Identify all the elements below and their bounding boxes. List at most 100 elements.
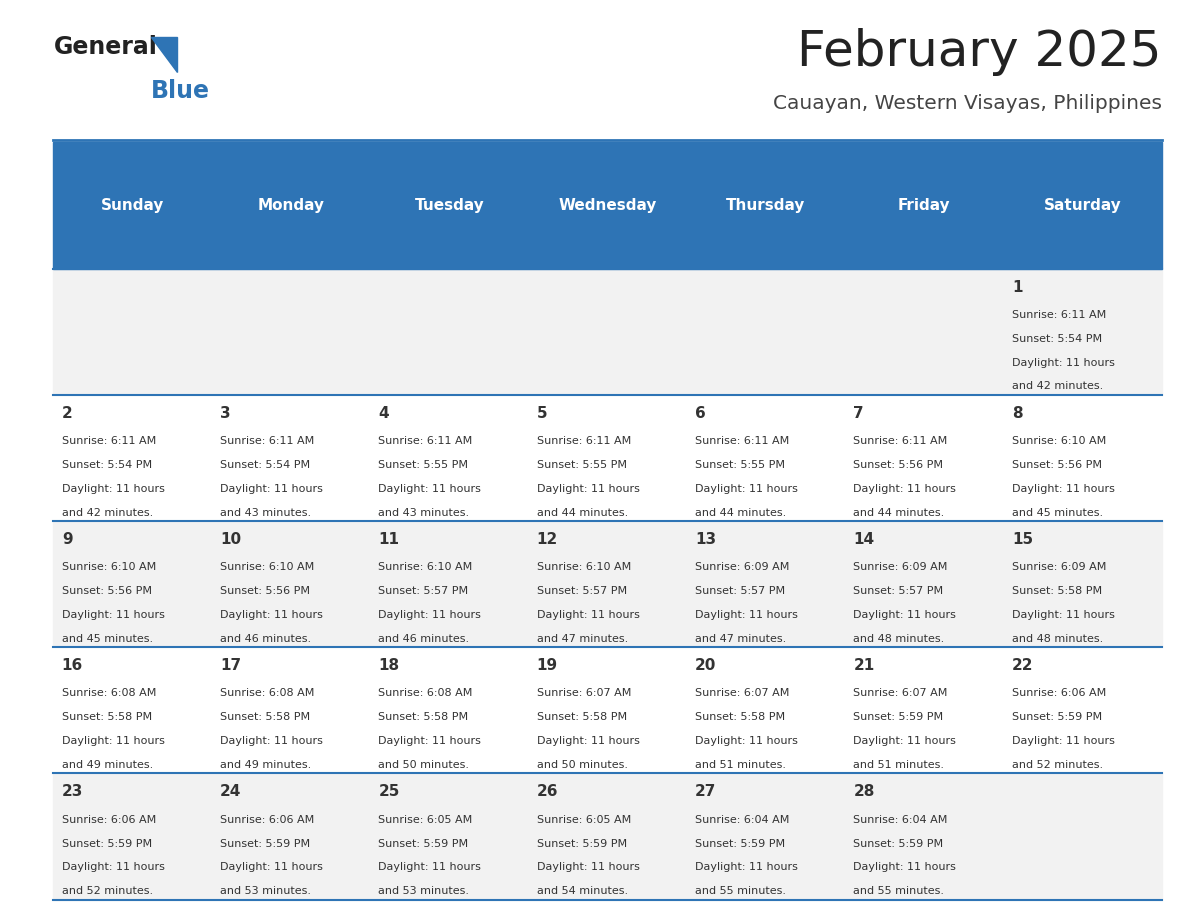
Text: Sunset: 5:57 PM: Sunset: 5:57 PM <box>537 587 627 596</box>
Text: Sunrise: 6:09 AM: Sunrise: 6:09 AM <box>695 562 790 572</box>
Text: Daylight: 11 hours: Daylight: 11 hours <box>379 862 481 872</box>
Text: and 48 minutes.: and 48 minutes. <box>853 633 944 644</box>
Text: Daylight: 11 hours: Daylight: 11 hours <box>220 484 323 494</box>
Text: Sunrise: 6:07 AM: Sunrise: 6:07 AM <box>695 688 790 699</box>
Text: Thursday: Thursday <box>726 198 805 213</box>
Text: Sunset: 5:54 PM: Sunset: 5:54 PM <box>62 460 152 470</box>
Text: Daylight: 11 hours: Daylight: 11 hours <box>220 610 323 620</box>
Text: and 53 minutes.: and 53 minutes. <box>220 886 311 896</box>
Text: Sunset: 5:55 PM: Sunset: 5:55 PM <box>695 460 785 470</box>
Text: Daylight: 11 hours: Daylight: 11 hours <box>695 736 798 746</box>
Text: 12: 12 <box>537 532 558 547</box>
Text: 4: 4 <box>379 406 390 420</box>
Text: Sunset: 5:58 PM: Sunset: 5:58 PM <box>62 712 152 722</box>
Text: Sunrise: 6:04 AM: Sunrise: 6:04 AM <box>695 815 790 824</box>
Text: and 49 minutes.: and 49 minutes. <box>220 760 311 770</box>
Bar <box>53 521 1162 647</box>
Text: Sunset: 5:54 PM: Sunset: 5:54 PM <box>220 460 310 470</box>
Text: February 2025: February 2025 <box>797 28 1162 75</box>
Text: Sunrise: 6:10 AM: Sunrise: 6:10 AM <box>379 562 473 572</box>
Text: 16: 16 <box>62 658 83 673</box>
Text: Daylight: 11 hours: Daylight: 11 hours <box>62 610 165 620</box>
Text: 9: 9 <box>62 532 72 547</box>
Text: Daylight: 11 hours: Daylight: 11 hours <box>537 484 639 494</box>
Text: Sunrise: 6:10 AM: Sunrise: 6:10 AM <box>220 562 315 572</box>
Text: Sunrise: 6:11 AM: Sunrise: 6:11 AM <box>695 436 789 446</box>
Text: Sunrise: 6:07 AM: Sunrise: 6:07 AM <box>537 688 631 699</box>
Text: and 45 minutes.: and 45 minutes. <box>1012 508 1102 518</box>
Text: and 42 minutes.: and 42 minutes. <box>1012 382 1104 391</box>
Text: Sunset: 5:59 PM: Sunset: 5:59 PM <box>1012 712 1102 722</box>
Bar <box>53 269 1162 395</box>
Text: Sunrise: 6:06 AM: Sunrise: 6:06 AM <box>1012 688 1106 699</box>
Text: Daylight: 11 hours: Daylight: 11 hours <box>379 610 481 620</box>
Text: Sunset: 5:56 PM: Sunset: 5:56 PM <box>853 460 943 470</box>
Text: Sunrise: 6:11 AM: Sunrise: 6:11 AM <box>62 436 156 446</box>
Text: and 52 minutes.: and 52 minutes. <box>1012 760 1102 770</box>
Text: Daylight: 11 hours: Daylight: 11 hours <box>853 862 956 872</box>
Text: and 48 minutes.: and 48 minutes. <box>1012 633 1104 644</box>
Text: Sunset: 5:55 PM: Sunset: 5:55 PM <box>379 460 468 470</box>
Text: Sunrise: 6:11 AM: Sunrise: 6:11 AM <box>537 436 631 446</box>
Text: Sunset: 5:56 PM: Sunset: 5:56 PM <box>62 587 152 596</box>
Text: Daylight: 11 hours: Daylight: 11 hours <box>537 862 639 872</box>
Text: Sunset: 5:55 PM: Sunset: 5:55 PM <box>537 460 627 470</box>
Text: Sunrise: 6:11 AM: Sunrise: 6:11 AM <box>1012 310 1106 319</box>
Text: Daylight: 11 hours: Daylight: 11 hours <box>853 736 956 746</box>
Text: and 50 minutes.: and 50 minutes. <box>537 760 627 770</box>
Text: and 43 minutes.: and 43 minutes. <box>220 508 311 518</box>
Text: and 44 minutes.: and 44 minutes. <box>537 508 628 518</box>
Text: Sunset: 5:59 PM: Sunset: 5:59 PM <box>62 839 152 848</box>
Text: 2: 2 <box>62 406 72 420</box>
Text: 26: 26 <box>537 784 558 800</box>
Text: Wednesday: Wednesday <box>558 198 657 213</box>
Text: and 49 minutes.: and 49 minutes. <box>62 760 153 770</box>
Text: and 55 minutes.: and 55 minutes. <box>695 886 786 896</box>
Text: Sunrise: 6:10 AM: Sunrise: 6:10 AM <box>537 562 631 572</box>
Bar <box>53 647 1162 773</box>
Text: Daylight: 11 hours: Daylight: 11 hours <box>220 736 323 746</box>
Text: and 54 minutes.: and 54 minutes. <box>537 886 628 896</box>
Text: Daylight: 11 hours: Daylight: 11 hours <box>62 862 165 872</box>
Text: 13: 13 <box>695 532 716 547</box>
Text: Daylight: 11 hours: Daylight: 11 hours <box>1012 610 1114 620</box>
Text: Sunrise: 6:08 AM: Sunrise: 6:08 AM <box>62 688 156 699</box>
Text: Sunset: 5:59 PM: Sunset: 5:59 PM <box>537 839 627 848</box>
Text: and 46 minutes.: and 46 minutes. <box>220 633 311 644</box>
Text: Daylight: 11 hours: Daylight: 11 hours <box>695 484 798 494</box>
Text: Sunrise: 6:08 AM: Sunrise: 6:08 AM <box>379 688 473 699</box>
Text: General: General <box>53 35 157 59</box>
Text: Sunset: 5:58 PM: Sunset: 5:58 PM <box>379 712 468 722</box>
Text: Sunrise: 6:06 AM: Sunrise: 6:06 AM <box>62 815 156 824</box>
Text: Daylight: 11 hours: Daylight: 11 hours <box>62 736 165 746</box>
Text: Daylight: 11 hours: Daylight: 11 hours <box>853 610 956 620</box>
Text: Sunrise: 6:11 AM: Sunrise: 6:11 AM <box>853 436 948 446</box>
Text: Sunset: 5:59 PM: Sunset: 5:59 PM <box>853 839 943 848</box>
Text: Sunrise: 6:09 AM: Sunrise: 6:09 AM <box>1012 562 1106 572</box>
Text: Sunrise: 6:07 AM: Sunrise: 6:07 AM <box>853 688 948 699</box>
Text: and 53 minutes.: and 53 minutes. <box>379 886 469 896</box>
Text: Daylight: 11 hours: Daylight: 11 hours <box>695 862 798 872</box>
Text: Daylight: 11 hours: Daylight: 11 hours <box>853 484 956 494</box>
Text: Daylight: 11 hours: Daylight: 11 hours <box>379 484 481 494</box>
Text: Sunday: Sunday <box>101 198 164 213</box>
Text: Sunrise: 6:08 AM: Sunrise: 6:08 AM <box>220 688 315 699</box>
Text: 15: 15 <box>1012 532 1032 547</box>
Text: Sunrise: 6:05 AM: Sunrise: 6:05 AM <box>537 815 631 824</box>
Text: 7: 7 <box>853 406 864 420</box>
Text: 27: 27 <box>695 784 716 800</box>
Text: Saturday: Saturday <box>1044 198 1121 213</box>
Text: Tuesday: Tuesday <box>415 198 485 213</box>
Text: Sunset: 5:59 PM: Sunset: 5:59 PM <box>220 839 310 848</box>
Text: Sunset: 5:59 PM: Sunset: 5:59 PM <box>695 839 785 848</box>
Text: 25: 25 <box>379 784 400 800</box>
Text: 28: 28 <box>853 784 874 800</box>
Text: Daylight: 11 hours: Daylight: 11 hours <box>379 736 481 746</box>
Text: 8: 8 <box>1012 406 1023 420</box>
Bar <box>53 142 1162 269</box>
Bar <box>53 142 1162 900</box>
Text: 6: 6 <box>695 406 706 420</box>
Text: Sunrise: 6:09 AM: Sunrise: 6:09 AM <box>853 562 948 572</box>
Text: Sunset: 5:58 PM: Sunset: 5:58 PM <box>537 712 627 722</box>
Text: Sunset: 5:59 PM: Sunset: 5:59 PM <box>379 839 468 848</box>
